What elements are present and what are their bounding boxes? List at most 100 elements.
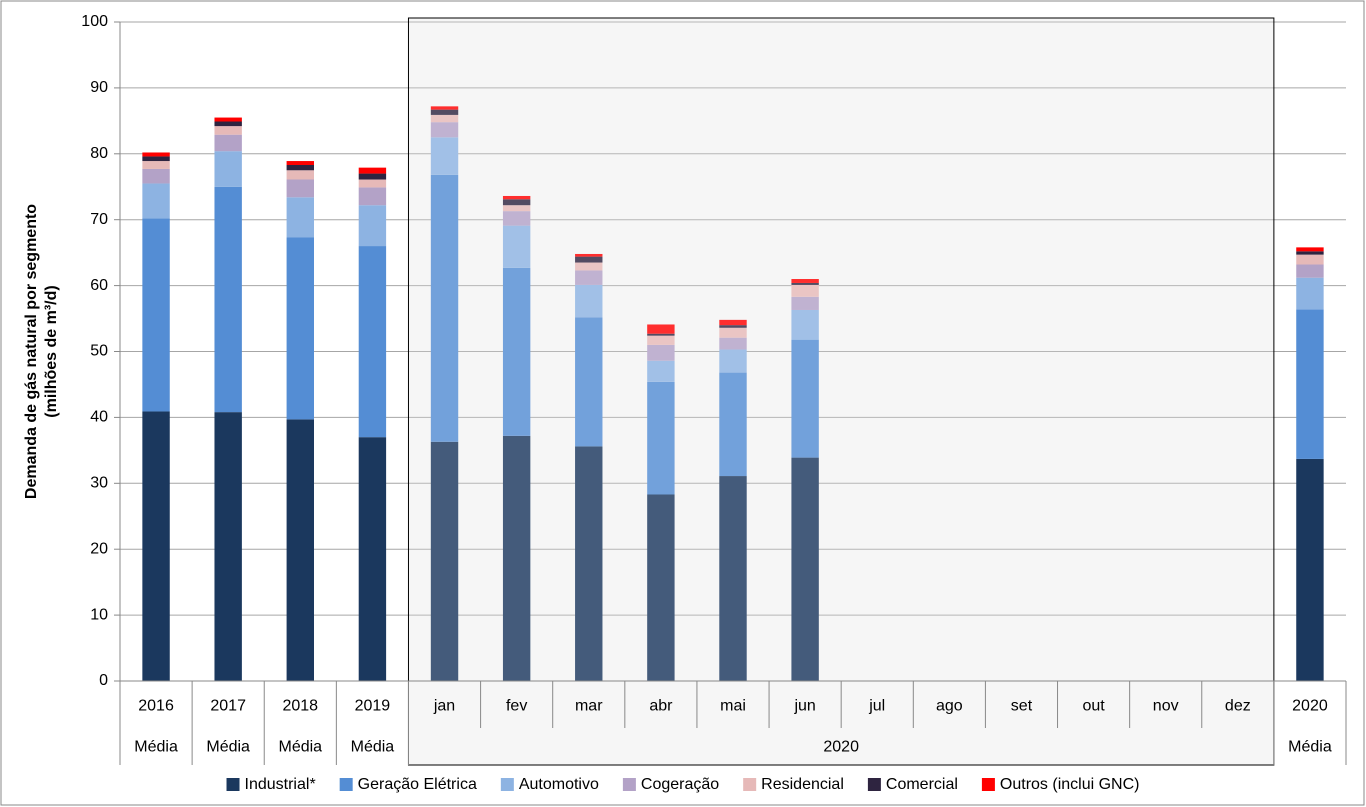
legend-marker <box>226 778 240 791</box>
legend-label: Residencial <box>761 776 844 793</box>
x-tick-label: mai <box>720 698 746 715</box>
bar-segment <box>791 279 819 283</box>
y-tick-label: 100 <box>81 13 108 30</box>
x-tick-label: abr <box>649 698 673 715</box>
group-label: Média <box>206 739 250 756</box>
bar-segment <box>142 152 170 157</box>
legend-label: Geração Elétrica <box>358 776 477 793</box>
bar-segment <box>719 337 747 350</box>
legend-marker <box>500 778 514 791</box>
group-panel <box>408 18 1274 765</box>
bar-segment <box>719 372 747 477</box>
bar-segment <box>286 165 314 171</box>
bar-segment <box>502 199 531 206</box>
bar-segment <box>1296 277 1324 310</box>
bar-segment <box>358 187 387 206</box>
bar-segment <box>791 284 819 297</box>
group-label: Média <box>1288 739 1332 756</box>
bar-segment <box>1296 458 1324 681</box>
x-tick-label: 2020 <box>1292 698 1328 715</box>
bar-segment <box>214 412 242 681</box>
y-tick-label: 30 <box>90 475 108 492</box>
bar-segment <box>286 179 314 198</box>
legend-label: Cogeração <box>641 776 719 793</box>
bar-segment <box>502 211 531 226</box>
bar-segment <box>1296 264 1324 278</box>
x-tick-label: set <box>1011 698 1033 715</box>
bar-segment <box>791 282 819 285</box>
group-label: Média <box>134 739 178 756</box>
x-tick-label: nov <box>1153 698 1179 715</box>
bar-segment <box>575 446 603 681</box>
bar-segment <box>719 349 747 373</box>
bar-segment <box>719 327 747 338</box>
bar-segment <box>358 437 387 681</box>
bar-segment <box>430 114 459 123</box>
bar-segment <box>430 106 459 110</box>
bar-segment <box>214 134 242 152</box>
bar-segment <box>502 435 531 681</box>
y-tick-label: 40 <box>90 409 108 426</box>
bar-segment <box>719 319 747 326</box>
bar-segment <box>358 246 387 438</box>
x-tick-label: jul <box>868 698 885 715</box>
legend-label: Comercial <box>886 776 958 793</box>
bar-segment <box>575 253 603 257</box>
bar-segment <box>430 109 459 115</box>
bar-segment <box>214 151 242 187</box>
bar-segment <box>358 179 387 188</box>
bar-segment <box>142 156 170 162</box>
bar-segment <box>286 419 314 681</box>
bar-segment <box>214 121 242 127</box>
x-tick-label: jun <box>793 698 815 715</box>
x-tick-label: out <box>1082 698 1105 715</box>
group-label: 2020 <box>823 739 859 756</box>
bar-segment <box>214 126 242 135</box>
y-tick-label: 80 <box>90 145 108 162</box>
x-tick-label: 2019 <box>355 698 391 715</box>
bar-segment <box>286 237 314 420</box>
legend-label: Industrial* <box>245 776 316 793</box>
bar-segment <box>647 344 675 361</box>
y-tick-label: 50 <box>90 343 108 360</box>
group-panel-overlay <box>407 17 1275 766</box>
bar-segment <box>575 270 603 285</box>
bar-segment <box>142 161 170 169</box>
bar-segment <box>647 333 675 336</box>
bar-segment <box>647 324 675 334</box>
bar-segment <box>286 197 314 238</box>
bar-segment <box>214 186 242 413</box>
bar-segment <box>647 381 675 495</box>
x-tick-label: dez <box>1225 698 1251 715</box>
bar-segment <box>575 256 603 263</box>
x-tick-label: 2018 <box>282 698 318 715</box>
bar-segment <box>791 339 819 458</box>
legend-marker <box>867 778 881 791</box>
bar-segment <box>502 225 531 268</box>
legend-label: Automotivo <box>519 776 599 793</box>
legend-marker <box>743 778 757 791</box>
y-tick-label: 90 <box>90 79 108 96</box>
y-tick-label: 60 <box>90 277 108 294</box>
bar-segment <box>575 317 603 447</box>
bar-segment <box>358 173 387 180</box>
legend-label: Outros (inclui GNC) <box>1000 776 1140 793</box>
bar-segment <box>142 168 170 184</box>
x-tick-label: fev <box>506 698 527 715</box>
bar-segment <box>1296 247 1324 252</box>
bar-segment <box>502 267 531 436</box>
bar-segment <box>1296 309 1324 459</box>
bar-segment <box>575 262 603 271</box>
x-tick-label: ago <box>936 698 963 715</box>
bar-segment <box>647 335 675 345</box>
y-tick-label: 20 <box>90 540 108 557</box>
y-axis-label: (milhões de m³/d) <box>43 285 60 417</box>
bar-segment <box>502 195 531 200</box>
x-tick-label: jan <box>433 698 455 715</box>
y-axis-label: Demanda de gás natural por segmento <box>23 204 40 499</box>
bar-segment <box>142 218 170 412</box>
bar-segment <box>1296 254 1324 265</box>
legend-marker <box>622 778 636 791</box>
legend-marker <box>339 778 353 791</box>
